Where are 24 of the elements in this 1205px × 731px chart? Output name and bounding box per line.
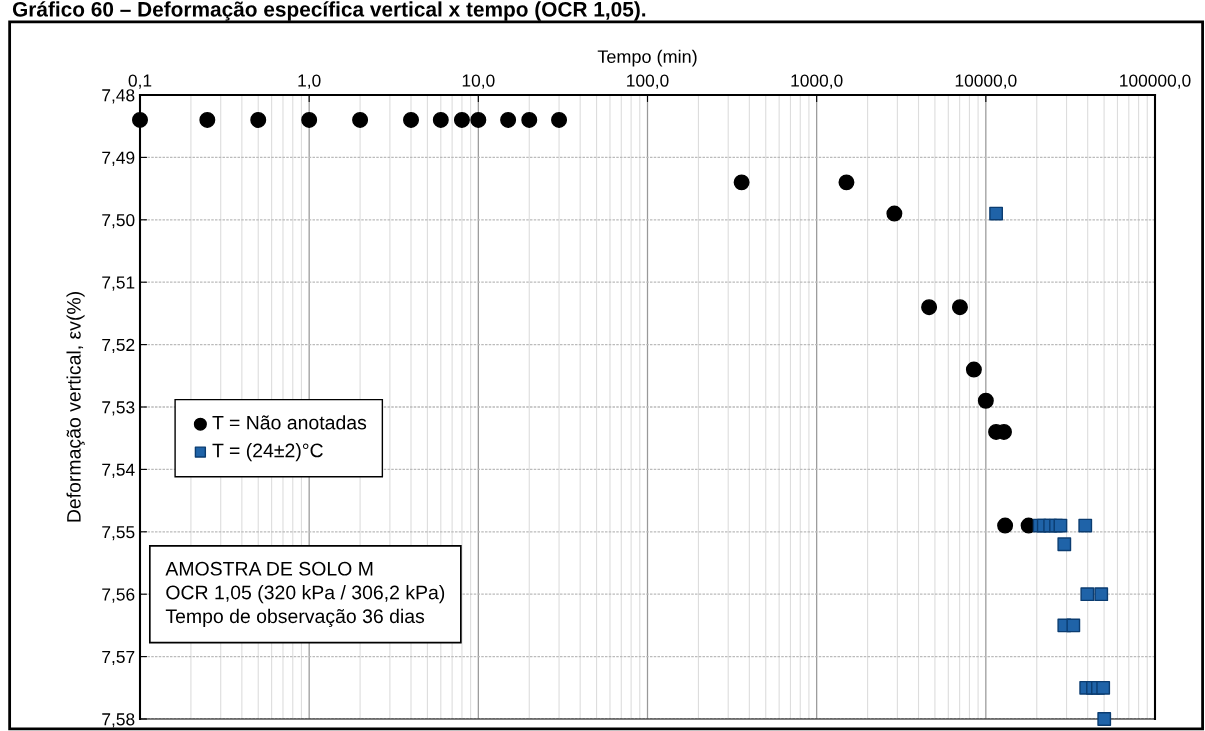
- y-tick-label: 7,58: [102, 713, 135, 728]
- y-tick-label: 7,55: [102, 526, 135, 541]
- y-tick-label: 7,51: [102, 276, 135, 291]
- x-tick-label: 1000,0: [791, 74, 843, 89]
- x-axis-title: Tempo (min): [597, 49, 697, 67]
- x-tick-label: 100000,0: [1120, 74, 1191, 89]
- y-tick-label: 7,48: [102, 89, 135, 104]
- y-axis-title: Deformação vertical, εv(%): [66, 292, 85, 522]
- x-tick-label: 1,0: [298, 74, 321, 89]
- chart-title: Gráfico 60 – Deformação específica vertical x tempo (OCR 1,05).: [12, 1, 646, 21]
- legend-label: T = Não anotadas: [212, 415, 367, 430]
- y-tick-label: 7,52: [102, 338, 135, 354]
- legend-label: T = (24±2)°C: [212, 443, 323, 462]
- y-tick-label: 7,56: [102, 588, 135, 603]
- y-tick-label: 7,50: [102, 213, 135, 229]
- y-tick-label: 7,49: [102, 151, 135, 166]
- y-tick-label: 7,57: [102, 650, 135, 666]
- x-tick-label: 0,1: [128, 74, 152, 89]
- y-tick-label: 7,54: [102, 463, 135, 478]
- x-tick-label: 10000,0: [955, 74, 1017, 89]
- y-tick-label: 7,53: [102, 401, 135, 416]
- x-tick-label: 10,0: [462, 74, 495, 89]
- x-tick-label: 100,0: [627, 74, 669, 89]
- annotation: AMOSTRA DE SOLO M OCR 1,05 (320 kPa / 306,2 kPa) Tempo de observação 36 dias: [165, 561, 445, 628]
